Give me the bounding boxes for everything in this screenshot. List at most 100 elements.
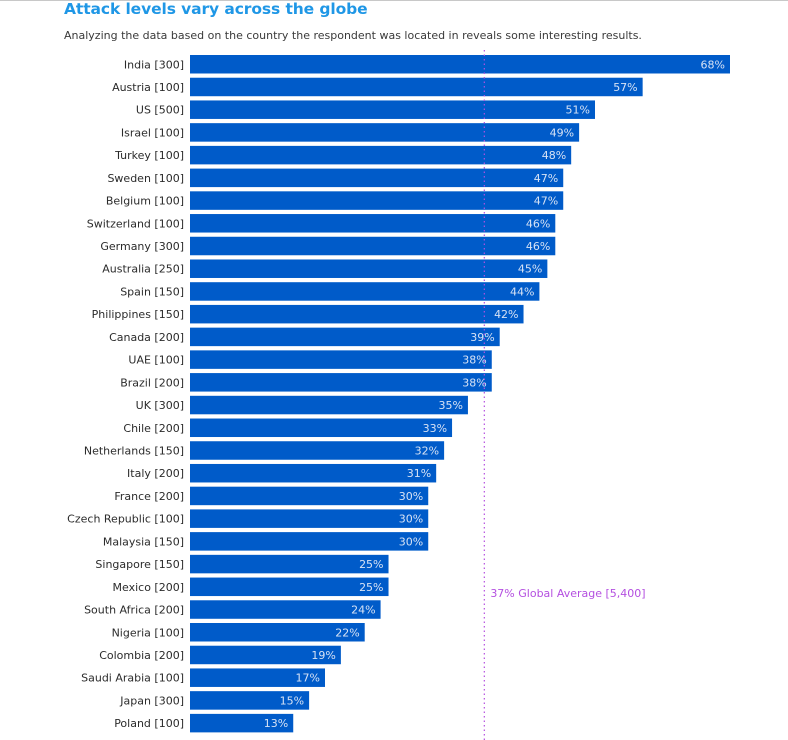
- bar: [190, 145, 572, 165]
- bar-row: Netherlands [150] 32%: [84, 441, 445, 460]
- bar-row: Sweden [100] 47%: [107, 168, 564, 188]
- category-label: UAE [100]: [128, 354, 184, 367]
- bar-row: Singapore [150] 25%: [95, 554, 389, 574]
- value-label: 49%: [550, 126, 574, 139]
- value-label: 38%: [462, 376, 486, 389]
- category-label: Canada [200]: [109, 331, 184, 344]
- bar: [190, 282, 540, 301]
- bar-row: Brazil [200] 38%: [120, 373, 492, 392]
- bar: [190, 623, 365, 642]
- bar: [190, 668, 325, 687]
- value-label: 30%: [399, 535, 423, 548]
- value-label: 39%: [470, 331, 494, 344]
- category-label: Singapore [150]: [95, 558, 184, 571]
- category-label: Netherlands [150]: [84, 444, 184, 457]
- value-label: 38%: [462, 354, 486, 367]
- bar-row: Switzerland [100] 46%: [87, 214, 556, 233]
- value-label: 68%: [701, 58, 725, 71]
- category-label: Mexico [200]: [113, 581, 184, 594]
- value-label: 57%: [613, 81, 637, 94]
- category-label: Switzerland [100]: [87, 217, 184, 230]
- category-label: Philippines [150]: [92, 308, 184, 321]
- bar: [190, 168, 564, 188]
- bar: [190, 77, 643, 97]
- category-label: Czech Republic [100]: [67, 513, 184, 526]
- bar-row: Turkey [100] 48%: [114, 145, 572, 165]
- value-label: 35%: [438, 399, 462, 412]
- category-label: Nigeria [100]: [112, 626, 184, 639]
- bar: [190, 486, 429, 506]
- bar: [190, 418, 453, 438]
- category-label: Germany [300]: [100, 240, 184, 253]
- category-label: Australia [250]: [102, 263, 184, 276]
- bar-row: South Africa [200] 24%: [84, 600, 381, 619]
- bar: [190, 236, 556, 256]
- bar-row: Malaysia [150] 30%: [103, 532, 429, 551]
- bar: [190, 350, 492, 369]
- value-label: 33%: [423, 422, 447, 435]
- global-average-label: 37% Global Average [5,400]: [490, 587, 645, 600]
- bar-row: Canada [200] 39%: [109, 327, 500, 347]
- top-divider: [0, 0, 788, 1]
- category-label: South Africa [200]: [84, 604, 184, 617]
- bar: [190, 123, 580, 142]
- bar: [190, 259, 548, 278]
- bar-row: Colombia [200] 19%: [99, 645, 341, 665]
- bar: [190, 600, 381, 619]
- bar: [190, 373, 492, 392]
- value-label: 44%: [510, 285, 534, 298]
- value-label: 15%: [280, 694, 304, 707]
- value-label: 32%: [415, 444, 439, 457]
- value-label: 47%: [534, 195, 558, 208]
- bar-row: Chile [200] 33%: [123, 418, 453, 438]
- category-label: Sweden [100]: [107, 172, 184, 185]
- chart-title: Attack levels vary across the globe: [64, 0, 368, 18]
- bar: [190, 100, 595, 119]
- category-label: Israel [100]: [121, 126, 184, 139]
- bar: [190, 509, 429, 528]
- category-label: India [300]: [124, 58, 184, 71]
- category-label: Spain [150]: [120, 285, 184, 298]
- bar-row: Israel [100] 49%: [121, 123, 580, 142]
- bar-row: Australia [250] 45%: [102, 259, 548, 278]
- bar-row: Nigeria [100] 22%: [112, 623, 365, 642]
- category-label: US [500]: [136, 104, 184, 117]
- bar: [190, 713, 294, 733]
- bar: [190, 554, 389, 574]
- bar: [190, 441, 445, 460]
- bar: [190, 214, 556, 233]
- bar: [190, 304, 524, 324]
- category-label: Brazil [200]: [120, 376, 184, 389]
- category-label: Turkey [100]: [114, 149, 184, 162]
- category-label: Poland [100]: [114, 717, 184, 730]
- value-label: 51%: [566, 104, 590, 117]
- bar: [190, 55, 730, 74]
- bar-row: Saudi Arabia [100] 17%: [81, 668, 325, 687]
- value-label: 30%: [399, 513, 423, 526]
- bar-row: Belgium [100] 47%: [106, 191, 564, 210]
- category-label: Austria [100]: [112, 81, 184, 94]
- category-label: Japan [300]: [119, 694, 184, 707]
- bar-row: India [300] 68%: [124, 55, 730, 74]
- bar: [190, 395, 468, 415]
- value-label: 13%: [264, 717, 288, 730]
- value-label: 25%: [359, 558, 383, 571]
- bar-row: Czech Republic [100] 30%: [67, 509, 429, 528]
- bar: [190, 645, 341, 665]
- category-label: Belgium [100]: [106, 195, 184, 208]
- bar-row: Spain [150] 44%: [120, 282, 540, 301]
- value-label: 46%: [526, 240, 550, 253]
- value-label: 47%: [534, 172, 558, 185]
- bar-row: UAE [100] 38%: [128, 350, 492, 369]
- bar: [190, 463, 437, 483]
- value-label: 31%: [407, 467, 431, 480]
- category-label: Malaysia [150]: [103, 535, 184, 548]
- value-label: 24%: [351, 604, 375, 617]
- value-label: 46%: [526, 217, 550, 230]
- bar: [190, 532, 429, 551]
- bar: [190, 191, 564, 210]
- bar-row: Austria [100] 57%: [112, 77, 643, 97]
- bar-row: Philippines [150] 42%: [92, 304, 524, 324]
- category-label: Colombia [200]: [99, 649, 184, 662]
- category-label: UK [300]: [136, 399, 184, 412]
